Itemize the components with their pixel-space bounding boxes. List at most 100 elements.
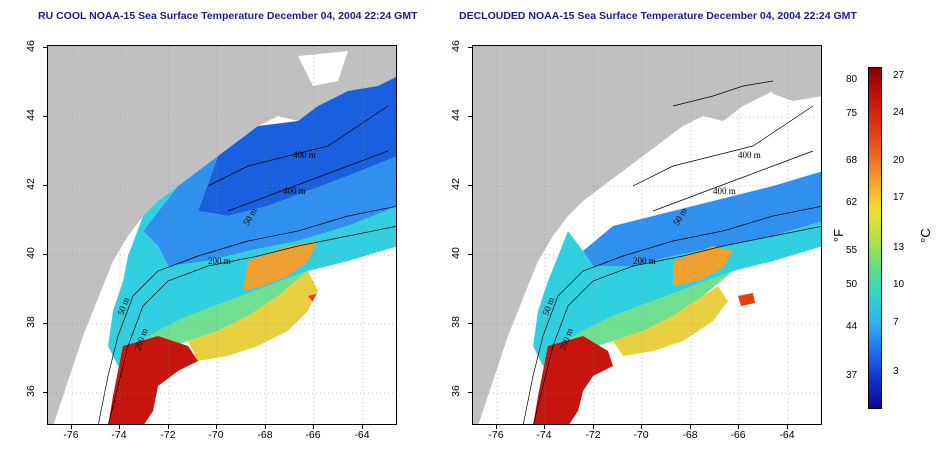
x-tick-label: -72 xyxy=(160,429,176,441)
colorbar-celsius-tick: 7 xyxy=(893,317,899,328)
contour-label: 200 m xyxy=(208,256,231,266)
colorbar-fahrenheit-tick: 55 xyxy=(846,245,858,256)
contour-line xyxy=(533,226,821,424)
sst-orange xyxy=(673,246,733,286)
y-tick-label: 46 xyxy=(25,40,37,52)
temperature-colorbar xyxy=(868,67,882,409)
contour-line xyxy=(523,206,821,424)
x-tick-label: -68 xyxy=(257,429,273,441)
x-tick-mark xyxy=(265,425,266,429)
y-tick-mark xyxy=(43,185,47,186)
y-tick-label: 38 xyxy=(450,316,462,328)
colorbar-fahrenheit-tick: 62 xyxy=(846,197,858,208)
colorbar-celsius-tick: 3 xyxy=(893,366,899,377)
colorbar-celsius-tick: 17 xyxy=(893,192,905,203)
land-mass xyxy=(473,46,821,424)
y-tick-mark xyxy=(43,323,47,324)
right-sst-map[interactable]: 400 m 400 m 50 m 200 m 50 m 200 m xyxy=(472,45,822,425)
colorbar-celsius-tick: 24 xyxy=(893,107,905,118)
sst-warm xyxy=(108,336,198,424)
contour-label: 400 m xyxy=(738,150,761,160)
x-tick-label: -66 xyxy=(730,429,746,441)
y-tick-label: 44 xyxy=(450,109,462,121)
x-tick-mark xyxy=(313,425,314,429)
sst-green xyxy=(118,271,308,386)
x-tick-mark xyxy=(496,425,497,429)
sst-orange xyxy=(243,241,318,291)
x-tick-label: -76 xyxy=(63,429,79,441)
y-tick-mark xyxy=(43,392,47,393)
contour-label: 400 m xyxy=(293,150,316,160)
x-tick-mark xyxy=(119,425,120,429)
y-tick-mark xyxy=(468,323,472,324)
contour-label: 200 m xyxy=(633,256,656,266)
contour-line xyxy=(108,226,396,424)
y-tick-label: 36 xyxy=(450,385,462,397)
sst-green xyxy=(543,271,733,386)
contour-line xyxy=(98,206,396,424)
y-tick-mark xyxy=(468,116,472,117)
colorbar-fahrenheit-tick: 68 xyxy=(846,155,858,166)
colorbar-celsius-tick: 20 xyxy=(893,155,905,166)
sst-warm xyxy=(533,336,613,424)
x-tick-mark xyxy=(168,425,169,429)
fahrenheit-unit-label: °F xyxy=(831,228,847,243)
colorbar-fahrenheit-tick: 50 xyxy=(846,279,858,290)
x-tick-mark xyxy=(362,425,363,429)
sst-blue xyxy=(143,156,396,266)
x-tick-mark xyxy=(593,425,594,429)
sst-deep-blue xyxy=(198,77,396,216)
x-tick-label: -64 xyxy=(779,429,795,441)
colorbar-celsius-tick: 13 xyxy=(893,242,905,253)
x-tick-label: -64 xyxy=(354,429,370,441)
y-tick-label: 40 xyxy=(450,247,462,259)
x-tick-mark xyxy=(544,425,545,429)
x-tick-label: -72 xyxy=(585,429,601,441)
colorbar-fahrenheit-tick: 44 xyxy=(846,321,858,332)
sst-blue xyxy=(583,171,821,266)
contour-label: 400 m xyxy=(713,186,736,196)
land-mass xyxy=(48,46,396,424)
y-tick-label: 40 xyxy=(25,247,37,259)
left-sst-map[interactable]: 400 m 400 m 50 m 200 m 50 m 200 m xyxy=(47,45,397,425)
y-tick-mark xyxy=(43,254,47,255)
y-tick-mark xyxy=(468,185,472,186)
x-tick-mark xyxy=(216,425,217,429)
x-tick-label: -66 xyxy=(305,429,321,441)
colorbar-celsius-tick: 27 xyxy=(893,70,905,81)
x-tick-label: -74 xyxy=(536,429,552,441)
x-tick-mark xyxy=(71,425,72,429)
x-tick-label: -74 xyxy=(111,429,127,441)
x-tick-label: -68 xyxy=(682,429,698,441)
y-tick-label: 42 xyxy=(450,178,462,190)
contour-line xyxy=(672,80,774,107)
celsius-unit-label: °C xyxy=(917,228,933,243)
right-map-title: DECLOUDED NOAA-15 Sea Surface Temperatur… xyxy=(459,10,857,22)
y-tick-label: 38 xyxy=(25,316,37,328)
x-tick-mark xyxy=(738,425,739,429)
colorbar-fahrenheit-tick: 80 xyxy=(846,74,858,85)
colorbar-celsius-tick: 10 xyxy=(893,279,905,290)
colorbar-fahrenheit-tick: 37 xyxy=(846,370,858,381)
sst-yellow xyxy=(188,271,318,361)
y-tick-mark xyxy=(43,116,47,117)
x-tick-mark xyxy=(641,425,642,429)
y-tick-label: 36 xyxy=(25,385,37,397)
y-tick-label: 44 xyxy=(25,109,37,121)
y-tick-mark xyxy=(468,254,472,255)
x-tick-mark xyxy=(787,425,788,429)
y-tick-mark xyxy=(468,392,472,393)
y-tick-label: 42 xyxy=(25,178,37,190)
y-tick-mark xyxy=(43,47,47,48)
left-map-title: RU COOL NOAA-15 Sea Surface Temperature … xyxy=(38,10,418,22)
contour-line xyxy=(632,105,814,187)
colorbar-fahrenheit-tick: 75 xyxy=(846,108,858,119)
y-tick-label: 46 xyxy=(450,40,462,52)
sst-cyan xyxy=(533,221,821,366)
x-tick-label: -76 xyxy=(488,429,504,441)
x-tick-mark xyxy=(690,425,691,429)
x-tick-label: -70 xyxy=(208,429,224,441)
contour-label: 400 m xyxy=(283,186,306,196)
x-tick-label: -70 xyxy=(633,429,649,441)
contour-line xyxy=(227,150,389,212)
